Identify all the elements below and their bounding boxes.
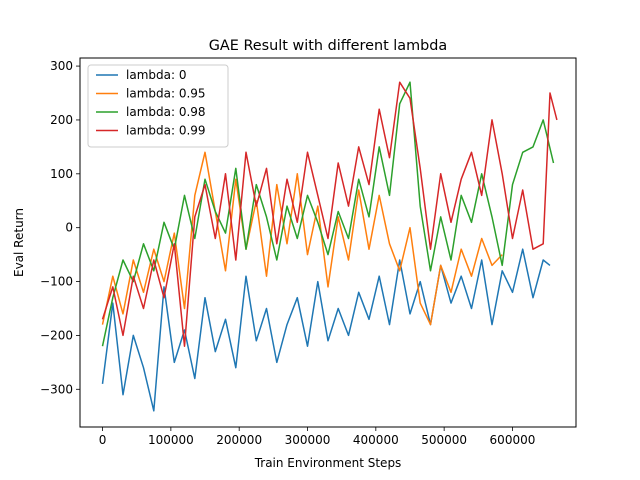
x-tick-label-1: 100000 <box>148 433 194 447</box>
legend-box <box>87 64 229 148</box>
series-line-3 <box>101 81 558 347</box>
x-tick-label-5: 500000 <box>421 433 467 447</box>
x-tick-label-4: 400000 <box>353 433 399 447</box>
y-tick-label-3: 0 <box>65 221 73 235</box>
legend-label-0: lambda: 0 <box>126 68 186 82</box>
legend: lambda: 0 lambda: 0.95 lambda: 0.98 lambda:… <box>87 64 229 148</box>
y-tick-label-1: −200 <box>40 328 73 342</box>
y-tick-label-0: −300 <box>40 382 73 396</box>
y-tick-label-6: 300 <box>50 59 73 73</box>
legend-label-1: lambda: 0.95 <box>126 87 206 101</box>
legend-label-2: lambda: 0.98 <box>126 105 206 119</box>
x-tick-label-2: 200000 <box>216 433 262 447</box>
y-tick-label-2: −100 <box>40 275 73 289</box>
x-tick-label-6: 600000 <box>490 433 536 447</box>
y-tick-label-5: 200 <box>50 113 73 127</box>
y-tick-label-4: 100 <box>50 167 73 181</box>
x-tick-label-0: 0 <box>99 433 107 447</box>
x-axis: 0 100000 200000 300000 400000 500000 600000 <box>99 427 536 447</box>
series-line-2 <box>101 81 555 347</box>
plot-frame <box>79 57 577 428</box>
legend-label-3: lambda: 0.99 <box>126 124 206 138</box>
x-tick-label-3: 300000 <box>285 433 331 447</box>
x-axis-label: Train Environment Steps <box>254 456 402 470</box>
chart-title: GAE Result with different lambda <box>209 38 447 54</box>
series-line-0 <box>101 248 551 412</box>
y-axis-label: Eval Return <box>12 208 26 277</box>
series-layer <box>101 81 558 412</box>
y-axis: −300 −200 −100 0 100 200 300 <box>40 59 80 396</box>
